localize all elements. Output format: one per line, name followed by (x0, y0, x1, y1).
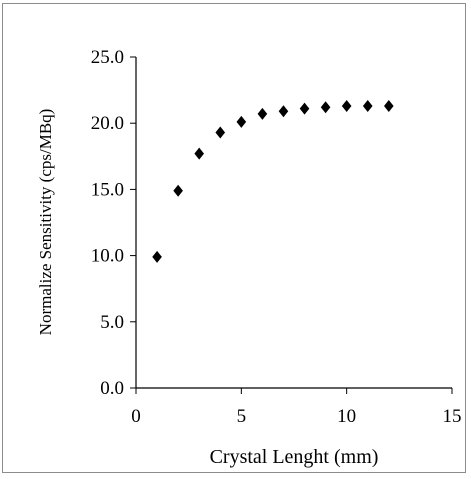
chart-frame (2, 3, 466, 473)
data-point (152, 250, 162, 263)
data-point (320, 101, 331, 114)
data-point (194, 147, 204, 160)
x-tick-label: 15 (443, 406, 462, 427)
x-ticks: 0 5 10 15 (131, 388, 462, 427)
x-tick-label: 5 (237, 406, 247, 427)
y-tick-label: 15.0 (91, 179, 124, 200)
x-tick-label: 10 (337, 406, 356, 427)
data-point (341, 99, 352, 112)
y-tick-label: 20.0 (91, 113, 124, 134)
data-points (152, 99, 394, 263)
y-axis-label: Normalize Sensitivity (cps/MBq) (36, 109, 55, 336)
y-ticks: 0.0 5.0 10.0 15.0 20.0 25.0 (91, 47, 136, 399)
x-tick-label: 0 (131, 406, 141, 427)
data-point (215, 126, 226, 139)
data-point (384, 99, 394, 112)
data-point (278, 105, 289, 118)
data-point (362, 99, 373, 112)
y-tick-label: 25.0 (91, 47, 124, 68)
y-tick-label: 5.0 (100, 312, 124, 333)
data-point (299, 102, 310, 115)
data-point (236, 115, 247, 128)
y-tick-label: 10.0 (91, 246, 124, 267)
data-point (173, 184, 183, 197)
data-point (257, 107, 268, 120)
y-tick-label: 0.0 (100, 378, 124, 399)
x-axis-label: Crystal Lenght (mm) (210, 446, 379, 468)
